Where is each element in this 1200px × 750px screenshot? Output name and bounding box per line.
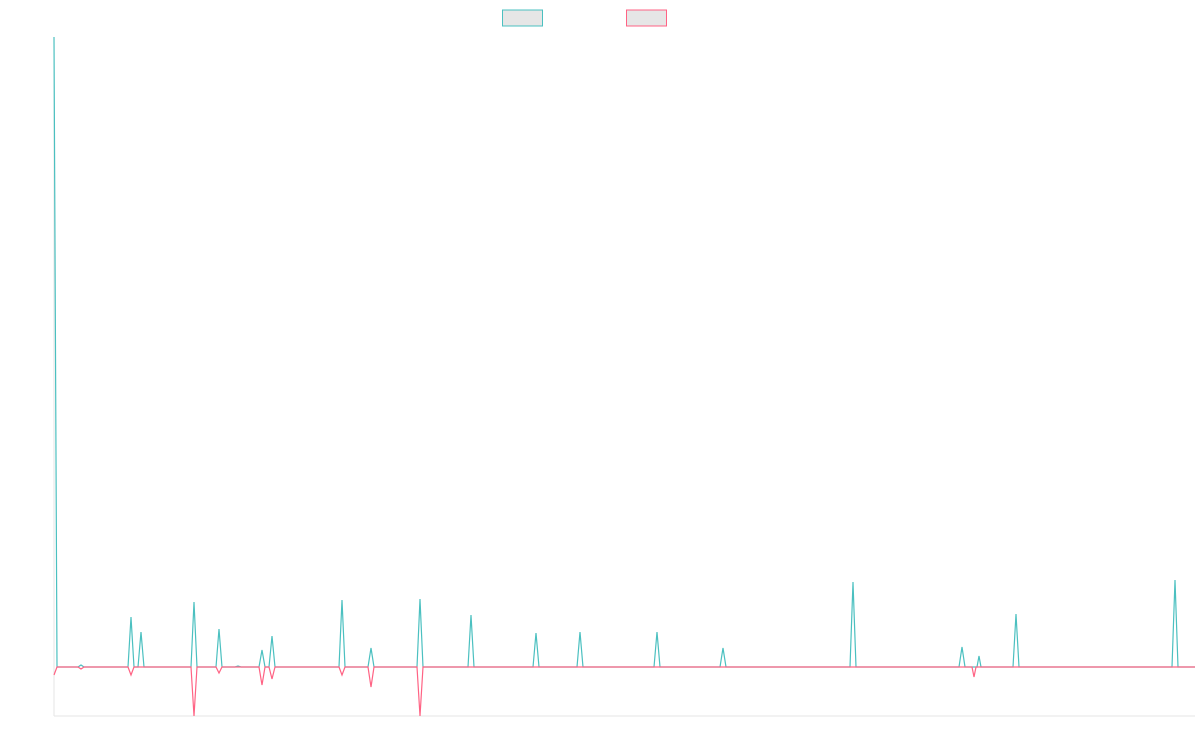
- series-line: [53, 36, 1195, 668]
- series-line: [53, 666, 1195, 717]
- legend-swatch[interactable]: [626, 9, 667, 27]
- legend-swatch[interactable]: [502, 9, 543, 27]
